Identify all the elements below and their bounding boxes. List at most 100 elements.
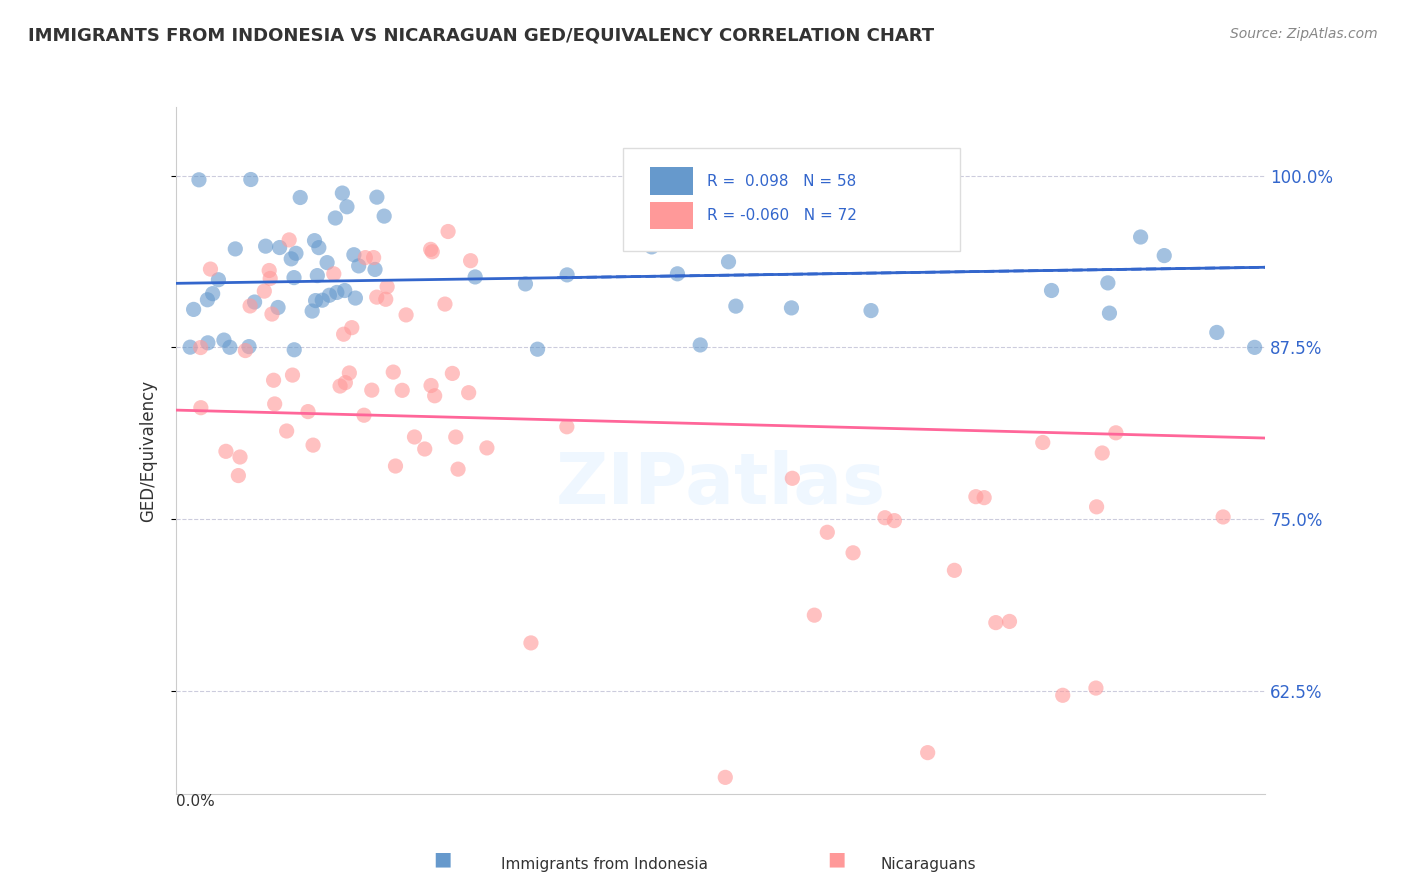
Point (1032, 435, 1054, 450)
Point (464, 269, 486, 284)
Point (201, 286, 224, 301)
Point (229, 450, 252, 464)
Point (284, 246, 307, 260)
Point (374, 293, 396, 307)
Point (318, 288, 340, 302)
Point (335, 376, 357, 390)
Point (340, 320, 363, 334)
Point (419, 243, 441, 257)
Point (433, 297, 456, 311)
Point (1098, 306, 1121, 320)
Point (360, 383, 382, 397)
Point (311, 293, 333, 308)
Point (555, 419, 578, 434)
Point (200, 262, 222, 277)
Point (447, 462, 470, 476)
Point (724, 299, 747, 313)
Point (263, 373, 285, 387)
Point (336, 200, 359, 214)
Point (302, 438, 325, 452)
Point (333, 284, 356, 298)
Point (215, 444, 238, 458)
Point (188, 173, 211, 187)
Point (283, 270, 305, 285)
Point (1205, 326, 1227, 340)
Point (520, 636, 543, 650)
Text: ■: ■ (827, 850, 846, 869)
Point (420, 244, 443, 259)
Point (803, 608, 825, 623)
Point (290, 190, 312, 204)
Point (326, 285, 349, 300)
Point (714, 770, 737, 784)
Point (860, 303, 883, 318)
Point (998, 615, 1021, 629)
Point (278, 233, 301, 247)
Point (190, 341, 212, 355)
Point (260, 307, 283, 321)
FancyBboxPatch shape (623, 148, 960, 252)
Point (259, 271, 281, 285)
Point (413, 442, 436, 456)
Point (441, 367, 464, 381)
Point (304, 234, 326, 248)
Text: ZIPatlas: ZIPatlas (555, 450, 886, 519)
Point (1243, 340, 1265, 354)
Point (984, 615, 1007, 630)
Point (353, 408, 375, 422)
Point (420, 378, 443, 392)
Point (280, 252, 302, 266)
FancyBboxPatch shape (650, 202, 693, 229)
Point (395, 308, 418, 322)
Point (337, 366, 360, 380)
Point (307, 268, 329, 283)
Point (1091, 446, 1114, 460)
Point (325, 211, 347, 225)
Point (283, 343, 305, 357)
Point (515, 277, 537, 291)
Text: ■: ■ (433, 850, 453, 869)
Point (1105, 425, 1128, 440)
Point (304, 293, 326, 308)
Point (1153, 249, 1175, 263)
Point (329, 379, 352, 393)
Text: Source: ZipAtlas.com: Source: ZipAtlas.com (1230, 27, 1378, 41)
Point (354, 251, 377, 265)
Point (1040, 284, 1063, 298)
Point (1212, 510, 1234, 524)
Point (689, 338, 711, 352)
Point (238, 340, 260, 354)
Point (526, 342, 548, 356)
Point (183, 302, 205, 317)
Text: 0.0%: 0.0% (176, 794, 215, 809)
Point (1084, 681, 1107, 695)
Point (640, 240, 662, 254)
Point (475, 441, 498, 455)
Point (332, 327, 354, 342)
Point (308, 241, 330, 255)
Point (423, 389, 446, 403)
Point (344, 291, 367, 305)
Point (363, 251, 385, 265)
Point (391, 384, 413, 398)
Point (382, 365, 405, 379)
Point (460, 253, 482, 268)
Y-axis label: GED/Equivalency: GED/Equivalency (139, 379, 157, 522)
Point (269, 241, 291, 255)
Point (384, 458, 406, 473)
Point (228, 468, 250, 483)
Point (239, 172, 262, 186)
Point (253, 284, 276, 298)
Point (197, 293, 219, 307)
Point (297, 404, 319, 418)
FancyBboxPatch shape (650, 168, 693, 195)
Point (366, 190, 388, 204)
Text: R = -0.060   N = 72: R = -0.060 N = 72 (707, 208, 858, 223)
Point (281, 368, 304, 383)
Point (263, 397, 285, 411)
Point (782, 471, 804, 485)
Point (301, 304, 323, 318)
Point (243, 295, 266, 310)
Point (1129, 230, 1152, 244)
Text: Immigrants from Indonesia: Immigrants from Indonesia (501, 857, 709, 872)
